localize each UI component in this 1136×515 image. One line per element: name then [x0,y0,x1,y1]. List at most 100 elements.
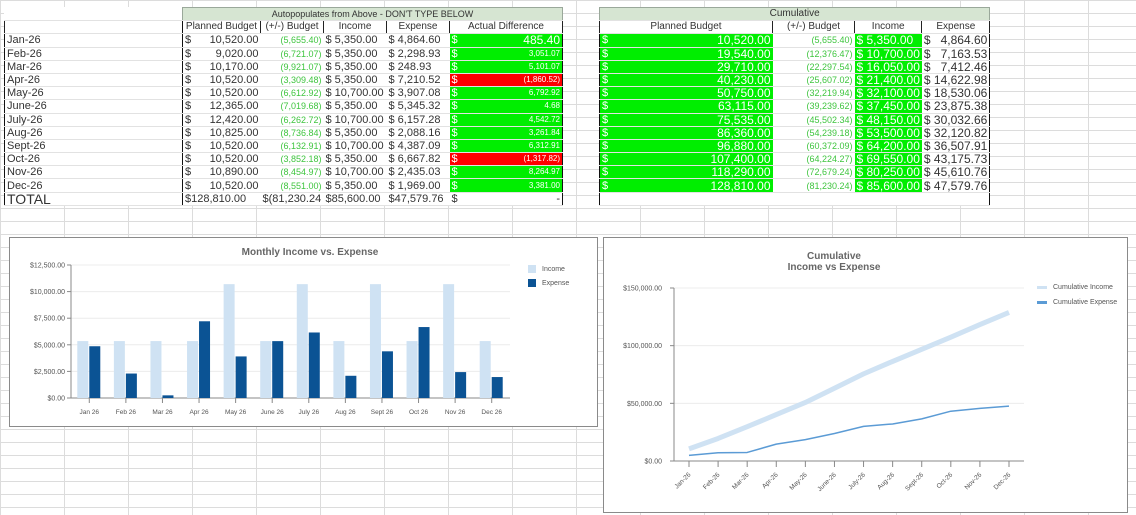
cumulative-expense-cell[interactable]: $ 4,864.60 [921,33,991,48]
actual-difference-cell[interactable]: $4,542.72 [449,113,563,127]
income-bar[interactable] [150,341,162,398]
total-income-cell[interactable]: $85,600.00 [323,191,387,206]
income-cell[interactable]: $ 10,700.00 [323,165,387,180]
expense-bar[interactable] [308,332,320,398]
expense-cell[interactable]: $ 7,210.52 [386,73,450,88]
income-cell[interactable]: $ 10,700.00 [323,86,387,101]
cumulative-income-cell[interactable]: $ 53,500.00 [854,126,922,140]
cumulative-expense-cell[interactable]: $ 30,032.66 [921,113,991,127]
planned-budget-cell[interactable]: $10,520.00 [182,139,261,154]
cumulative-expense-cell[interactable]: $ 43,175.73 [921,152,991,167]
income-bar[interactable] [369,284,381,398]
cumulative-planned-cell[interactable]: $50,750.00 [599,86,773,101]
cumulative-expense-cell[interactable]: $ 23,875.38 [921,99,991,114]
cumulative-income-cell[interactable]: $ 80,250.00 [854,165,922,180]
cumulative-expense-cell[interactable]: $ 7,412.46 [921,60,991,74]
month-cell[interactable]: July-26 [4,113,183,127]
expense-cell[interactable]: $ 2,088.16 [386,126,450,140]
month-cell[interactable]: Dec-26 [4,178,183,193]
income-cell[interactable]: $ 10,700.00 [323,113,387,127]
cumulative-expense-cell[interactable]: $ 14,622.98 [921,73,991,88]
cumulative-expense-cell[interactable]: $ 7,163.53 [921,47,991,61]
expense-cell[interactable]: $ 248.93 [386,60,450,74]
expense-cell[interactable]: $ 4,387.09 [386,139,450,154]
expense-bar[interactable] [381,351,393,398]
cumulative-planned-cell[interactable]: $40,230.00 [599,73,773,88]
cumulative-income-cell[interactable]: $ 32,100.00 [854,86,922,101]
expense-bar[interactable] [345,375,357,398]
month-cell[interactable]: Apr-26 [4,73,183,88]
cumulative-expense-line[interactable] [688,405,1010,457]
expense-cell[interactable]: $ 6,157.28 [386,113,450,127]
month-cell[interactable]: Sept-26 [4,139,183,154]
cumulative-budget-diff-cell[interactable]: (45,502.34) [772,113,855,127]
month-cell[interactable]: Feb-26 [4,47,183,61]
income-bar[interactable] [406,341,418,398]
actual-difference-cell[interactable]: $ (1,860.52) [449,73,563,88]
budget-diff-cell[interactable]: (8,551.00) [260,178,324,193]
total-expense-cell[interactable]: $47,579.76 [386,191,450,206]
budget-diff-cell[interactable]: (6,612.92) [260,86,324,101]
cumulative-income-cell[interactable]: $ 37,450.00 [854,99,922,114]
income-cell[interactable]: $ 5,350.00 [323,126,387,140]
cumulative-budget-diff-cell[interactable]: (22,297.54) [772,60,855,74]
income-bar[interactable] [443,284,455,398]
planned-budget-cell[interactable]: $10,520.00 [182,152,261,167]
actual-difference-cell[interactable]: $485.40 [449,33,563,48]
planned-budget-cell[interactable]: $10,520.00 [182,86,261,101]
cumulative-expense-cell[interactable]: $ 45,610.76 [921,165,991,180]
income-cell[interactable]: $ 5,350.00 [323,47,387,61]
cumulative-planned-cell[interactable]: $19,540.00 [599,47,773,61]
income-cell[interactable]: $ 5,350.00 [323,73,387,88]
expense-bar[interactable] [455,372,467,398]
budget-diff-cell[interactable]: (6,262.72) [260,113,324,127]
budget-diff-cell[interactable]: (8,736.84) [260,126,324,140]
cumulative-income-cell[interactable]: $ 16,050.00 [854,60,922,74]
budget-diff-cell[interactable]: (6,132.91) [260,139,324,154]
cumulative-planned-cell[interactable]: $10,520.00 [599,33,773,48]
expense-bar[interactable] [418,327,430,398]
cumulative-budget-diff-cell[interactable]: (64,224.27) [772,152,855,167]
income-cell[interactable]: $ 5,350.00 [323,178,387,193]
cumulative-income-expense-chart[interactable]: Cumulative Income vs Expense $150,000.00… [603,237,1128,513]
month-cell[interactable]: Aug-26 [4,126,183,140]
income-bar[interactable] [333,341,345,398]
cumulative-budget-diff-cell[interactable]: (81,230.24) [772,178,855,193]
actual-difference-cell[interactable]: $3,261.84 [449,126,563,140]
actual-difference-cell[interactable]: $6,792.92 [449,86,563,101]
cumulative-planned-cell[interactable]: $29,710.00 [599,60,773,74]
cumulative-income-cell[interactable]: $ 64,200.00 [854,139,922,154]
budget-diff-cell[interactable]: (5,655.40) [260,33,324,48]
cumulative-expense-cell[interactable]: $ 32,120.82 [921,126,991,140]
total-actual-difference-cell[interactable]: $ - [449,191,563,206]
cumulative-income-line[interactable] [688,310,1010,452]
income-cell[interactable]: $ 5,350.00 [323,33,387,48]
monthly-income-expense-chart[interactable]: Monthly Income vs. Expense $12,500.00 $10… [9,237,598,427]
month-cell[interactable]: May-26 [4,86,183,101]
expense-bar[interactable] [491,377,503,398]
income-bar[interactable] [479,341,491,398]
empty-cell[interactable] [599,191,773,206]
budget-diff-cell[interactable]: (7,019.68) [260,99,324,114]
expense-cell[interactable]: $ 2,298.93 [386,47,450,61]
expense-bar[interactable] [162,395,174,398]
income-bar[interactable] [113,341,125,398]
expense-bar[interactable] [89,346,101,398]
expense-cell[interactable]: $ 1,969.00 [386,178,450,193]
expense-bar[interactable] [199,321,211,398]
cumulative-income-cell[interactable]: $ 48,150.00 [854,113,922,127]
expense-cell[interactable]: $ 2,435.03 [386,165,450,180]
cumulative-income-cell[interactable]: $ 69,550.00 [854,152,922,167]
cumulative-planned-cell[interactable]: $96,880.00 [599,139,773,154]
cumulative-planned-cell[interactable]: $128,810.00 [599,178,773,193]
planned-budget-cell[interactable]: $10,890.00 [182,165,261,180]
month-cell[interactable]: Oct-26 [4,152,183,167]
planned-budget-cell[interactable]: $10,520.00 [182,73,261,88]
planned-budget-cell[interactable]: $10,520.00 [182,178,261,193]
cumulative-planned-cell[interactable]: $86,360.00 [599,126,773,140]
planned-budget-cell[interactable]: $10,170.00 [182,60,261,74]
empty-cell[interactable] [921,191,991,206]
income-bar[interactable] [260,341,272,398]
cumulative-budget-diff-cell[interactable]: (72,679.24) [772,165,855,180]
budget-diff-cell[interactable]: (6,721.07) [260,47,324,61]
